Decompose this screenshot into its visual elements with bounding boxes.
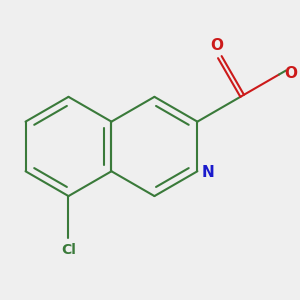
- Text: O: O: [284, 66, 297, 81]
- Text: N: N: [202, 165, 215, 180]
- Text: O: O: [210, 38, 224, 53]
- Text: Cl: Cl: [61, 243, 76, 257]
